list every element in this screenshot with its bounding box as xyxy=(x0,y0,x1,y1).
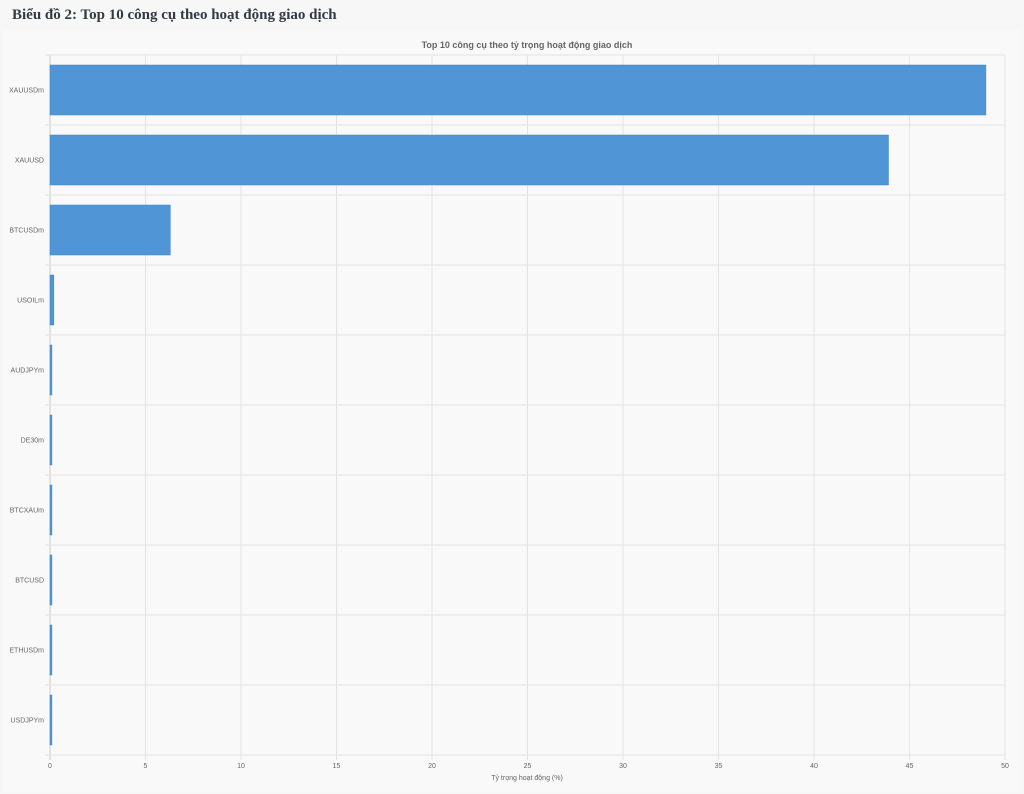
bar-ethusdm xyxy=(49,624,53,676)
y-tick-label: USOILm xyxy=(17,298,44,305)
bar-usoilm xyxy=(49,274,55,326)
y-tick-label: BTCXAUm xyxy=(10,508,44,515)
y-tick-label: XAUUSD xyxy=(15,158,44,165)
page-heading: Biểu đồ 2: Top 10 công cụ theo hoạt động… xyxy=(12,7,337,23)
bar-usdjpym xyxy=(49,694,53,746)
y-tick-label: AUDJPYm xyxy=(11,368,45,375)
x-axis-label: Tỷ trọng hoạt động (%) xyxy=(491,775,563,782)
y-tick-label: XAUUSDm xyxy=(9,88,44,95)
x-tick-label: 50 xyxy=(1001,763,1009,770)
chart-title: Top 10 công cụ theo tỷ trọng hoạt động g… xyxy=(422,40,633,50)
x-tick-label: 10 xyxy=(237,763,245,770)
bar-audjpym xyxy=(49,344,53,396)
y-tick-label: BTCUSD xyxy=(15,578,44,585)
x-tick-label: 15 xyxy=(333,763,341,770)
bar-btcusd xyxy=(49,554,53,606)
y-tick-label: ETHUSDm xyxy=(9,648,44,655)
x-tick-label: 20 xyxy=(428,763,436,770)
bar-xauusdm xyxy=(49,64,987,116)
x-tick-label: 5 xyxy=(144,763,148,770)
x-tick-label: 0 xyxy=(48,763,52,770)
x-tick-label: 25 xyxy=(524,763,532,770)
bar-xauusd xyxy=(49,134,889,186)
y-tick-label: DE30m xyxy=(21,438,45,445)
x-tick-label: 45 xyxy=(906,763,914,770)
y-tick-label: USDJPYm xyxy=(11,718,45,725)
bar-de30m xyxy=(49,414,53,466)
x-tick-label: 30 xyxy=(619,763,627,770)
x-tick-label: 40 xyxy=(810,763,818,770)
bar-btcxaum xyxy=(49,484,53,536)
y-tick-label: BTCUSDm xyxy=(9,228,44,235)
x-tick-label: 35 xyxy=(715,763,723,770)
bar-btcusdm xyxy=(49,204,171,256)
